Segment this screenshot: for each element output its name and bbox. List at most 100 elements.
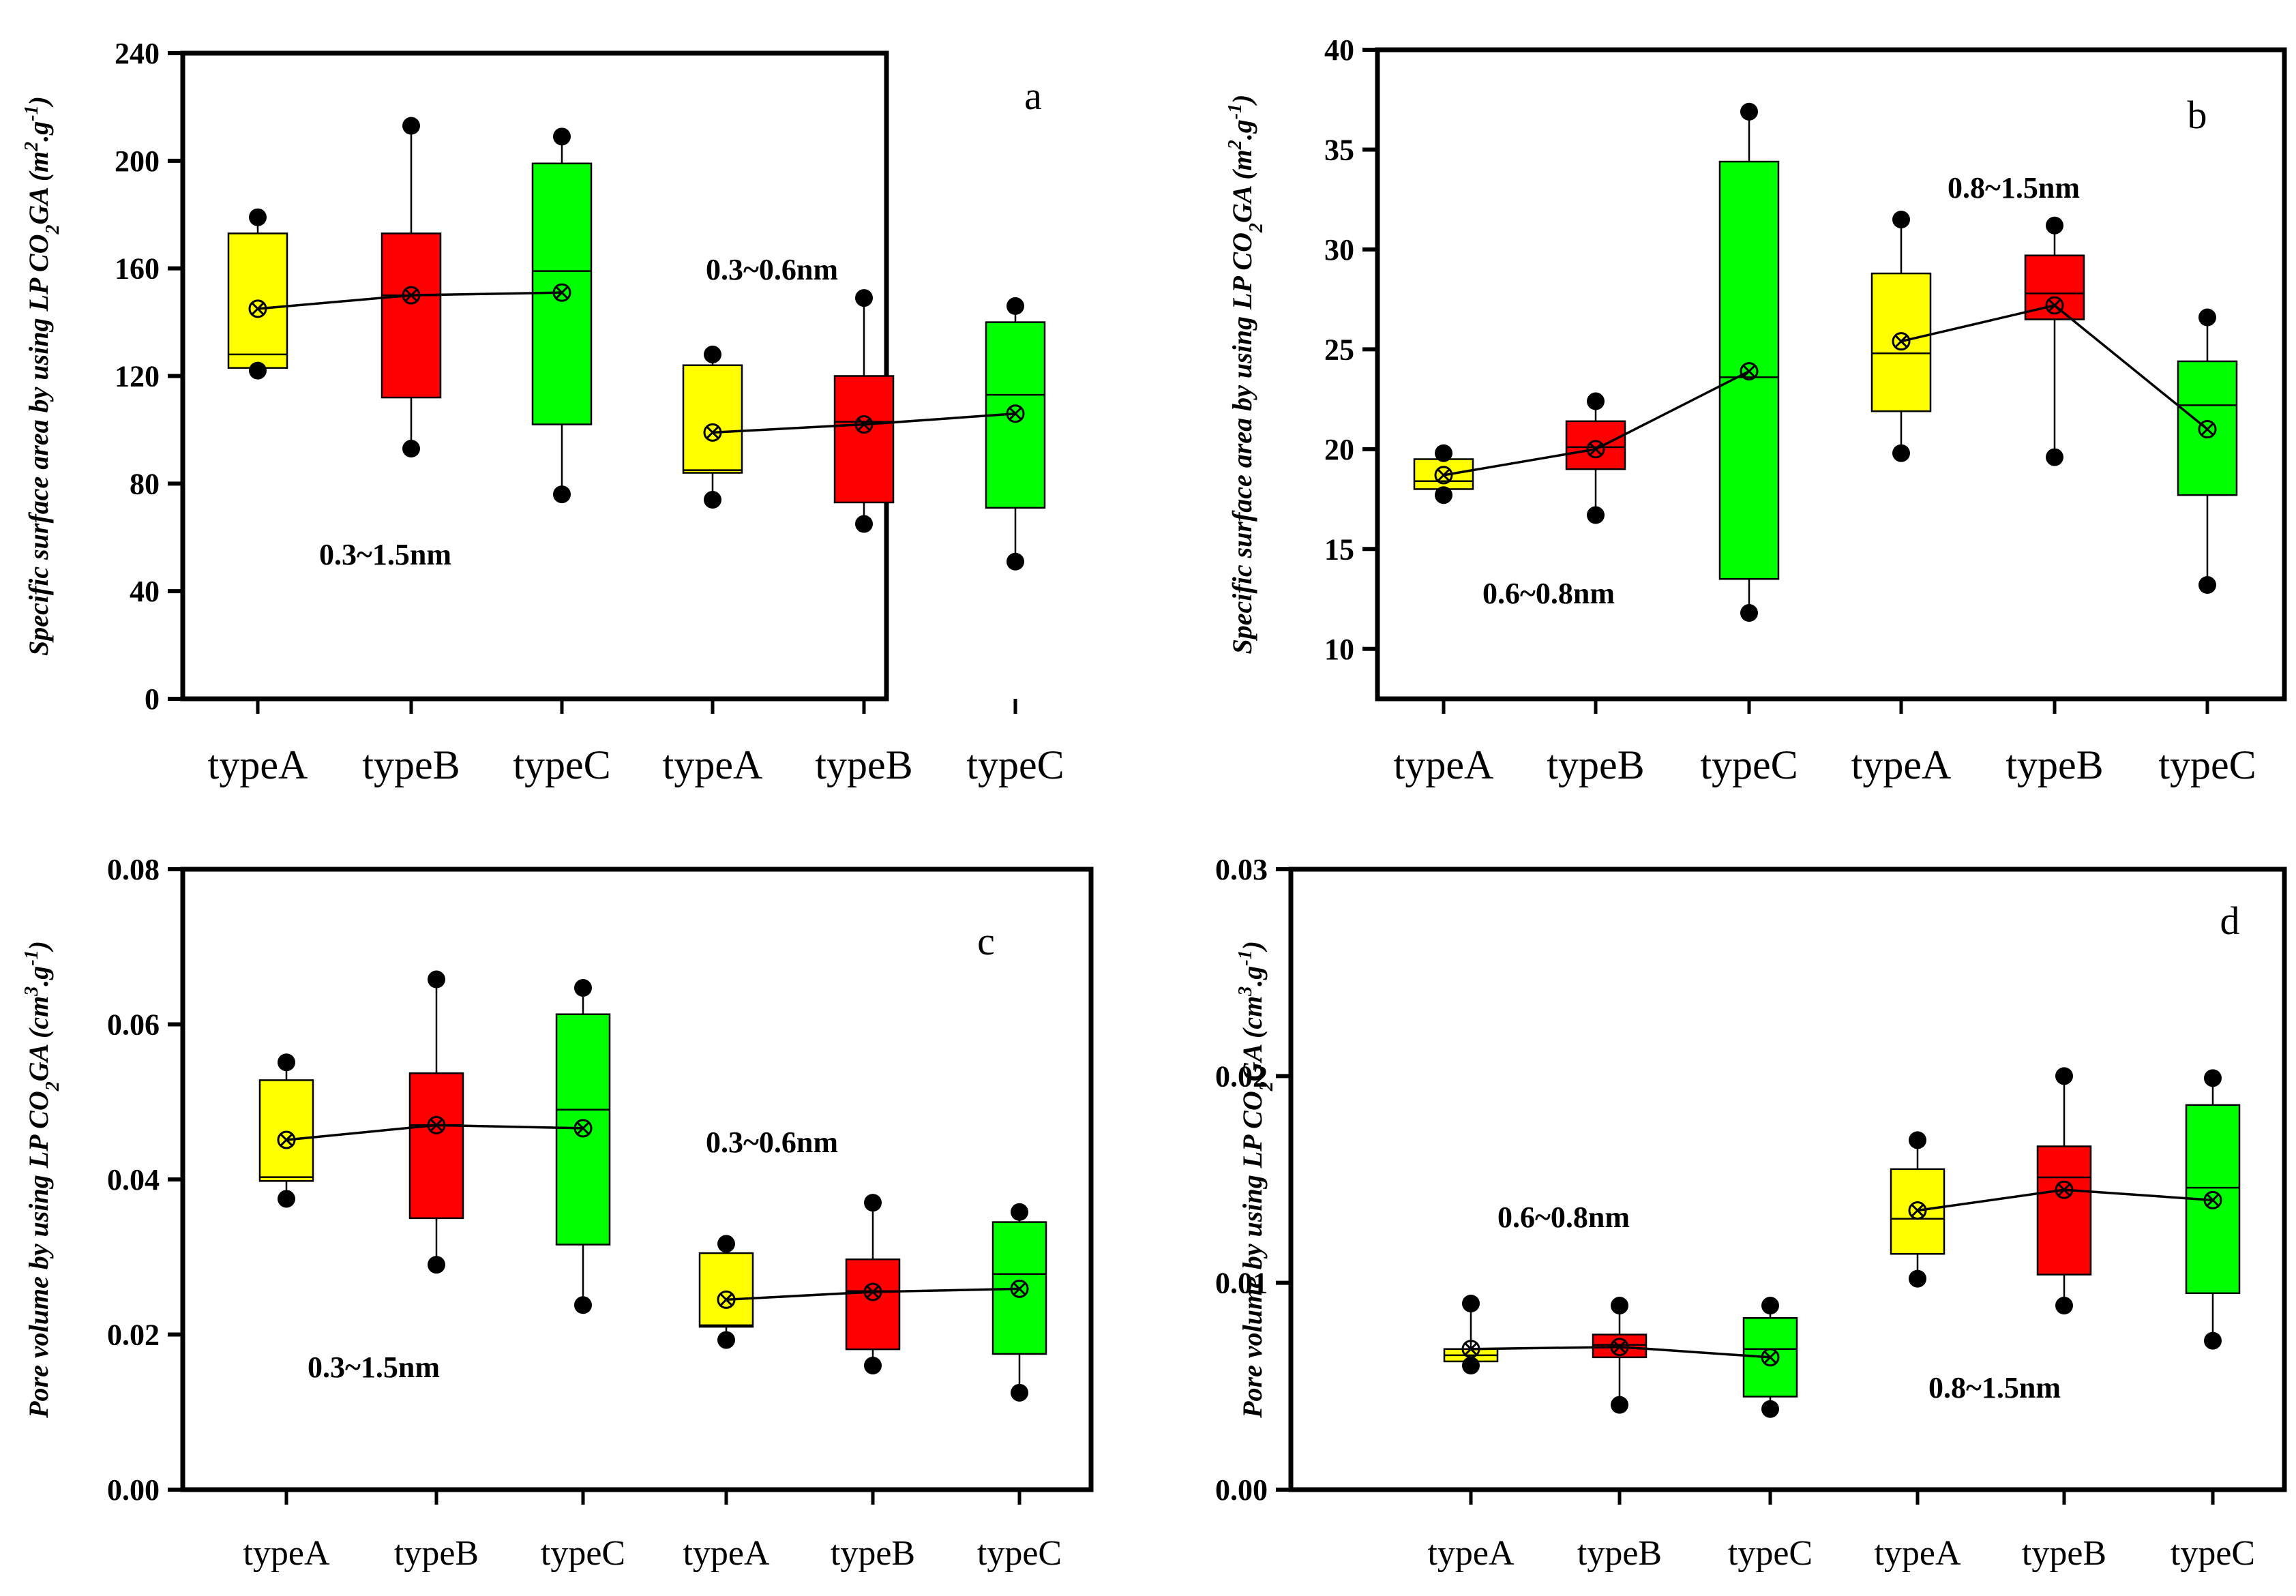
y-axis-label-part: 2	[1256, 1081, 1277, 1091]
box-1	[1443, 1295, 1499, 1374]
max-point	[1892, 210, 1910, 228]
min-point	[402, 440, 420, 458]
mean-line	[1470, 1345, 1771, 1359]
y-tick-label: 200	[115, 145, 160, 178]
category-label: typeA	[1851, 742, 1952, 787]
y-axis-label-part: GA (m	[1227, 149, 1257, 223]
min-point	[704, 491, 721, 509]
y-axis-label-part: 2	[21, 142, 42, 152]
group-label: 0.6~0.8nm	[1482, 577, 1615, 610]
category-label: typeA	[663, 742, 763, 787]
y-axis-label-part: .g	[1237, 966, 1268, 987]
y-tick-label: 120	[115, 360, 160, 393]
box-body	[408, 1072, 464, 1220]
min-point	[717, 1331, 735, 1349]
box-body	[845, 1258, 901, 1351]
max-point	[2055, 1067, 2073, 1085]
plot-frame	[1288, 867, 2287, 1492]
mean-circle	[1740, 362, 1759, 381]
category-label: typeA	[1874, 1534, 1961, 1573]
box-2	[408, 970, 464, 1274]
category-label: typeA	[208, 742, 308, 787]
group-label: 0.8~1.5nm	[1948, 171, 2080, 205]
y-tick-label: 10	[1324, 633, 1354, 666]
min-point	[249, 361, 267, 380]
max-point	[1909, 1131, 1926, 1149]
y-axis-label-part: -1	[1235, 950, 1256, 965]
y-tick-label: 0.03	[1215, 853, 1268, 886]
box-5	[833, 289, 895, 533]
min-point	[278, 1190, 295, 1208]
y-axis-label-part: .g	[23, 966, 54, 987]
box-6	[985, 297, 1046, 571]
box-5	[2024, 216, 2085, 466]
y-axis-label-part: )	[23, 96, 54, 107]
box-6	[992, 1203, 1047, 1402]
max-point	[1740, 102, 1758, 121]
y-tick-label: 0	[145, 682, 160, 716]
box-2	[1565, 392, 1626, 524]
max-point	[1435, 444, 1452, 462]
min-point	[1909, 1269, 1926, 1288]
y-axis-label-part: GA (cm	[1237, 996, 1268, 1082]
y-axis-label-part: 2	[42, 1081, 63, 1091]
min-point	[2046, 448, 2063, 466]
panel-letter: a	[1024, 74, 1042, 118]
y-axis-label-part: -1	[1225, 104, 1246, 119]
min-point	[1435, 486, 1452, 505]
y-tick-label: 35	[1324, 133, 1354, 166]
box-body	[682, 364, 743, 474]
category-label: typeB	[1547, 742, 1644, 787]
max-point	[2204, 1069, 2222, 1087]
y-axis-label-part: 2	[1246, 223, 1267, 233]
max-point	[704, 345, 721, 363]
mean-line	[1443, 370, 1750, 477]
max-point	[553, 127, 571, 146]
box-body	[381, 232, 442, 399]
y-axis-label-part: 3	[1235, 987, 1256, 997]
min-point	[1587, 506, 1605, 524]
category-label: typeC	[1728, 1534, 1813, 1573]
y-tick-label: 80	[130, 467, 160, 500]
min-point	[2198, 576, 2216, 594]
max-point	[1011, 1203, 1028, 1221]
y-axis-label-part: Pore volume by using LP CO	[23, 1091, 54, 1419]
min-point	[1011, 1383, 1028, 1402]
mean-circle	[1586, 440, 1605, 459]
max-point	[574, 979, 592, 997]
box-5	[2036, 1067, 2092, 1315]
category-label: typeC	[966, 742, 1064, 787]
min-point	[1007, 552, 1024, 571]
y-tick-label: 30	[1324, 233, 1354, 267]
max-point	[855, 289, 873, 307]
y-axis-label-part: )	[23, 941, 54, 952]
mean-circle	[1892, 332, 1911, 351]
y-axis-label-part: -1	[21, 950, 42, 965]
mean-line	[726, 1287, 1020, 1301]
max-point	[2198, 308, 2216, 327]
y-axis-label-part: Specific surface area by using LP CO	[1227, 232, 1257, 654]
min-point	[1611, 1396, 1628, 1414]
y-tick-label: 0.02	[1215, 1059, 1268, 1093]
category-label: typeB	[815, 742, 912, 787]
category-label: typeC	[513, 742, 610, 787]
category-label: typeC	[977, 1534, 1062, 1573]
box-4	[1890, 1131, 1945, 1288]
y-axis-label: Specific surface area by using LP CO2GA …	[1225, 95, 1267, 654]
y-tick-label: 160	[115, 252, 160, 286]
category-label: typeC	[2171, 1534, 2255, 1573]
mean-line	[257, 291, 563, 310]
y-tick-label: 0.04	[107, 1163, 160, 1196]
max-point	[1587, 392, 1605, 410]
panel-letter: b	[2188, 93, 2207, 137]
y-tick-label: 40	[1324, 33, 1354, 67]
category-label: typeB	[2006, 742, 2103, 787]
y-axis-label-part: 3	[21, 987, 42, 997]
min-point	[1462, 1357, 1480, 1374]
mean-line	[1900, 304, 2209, 430]
mean-circle	[2045, 296, 2064, 315]
y-axis-label-part: 2	[42, 224, 63, 235]
box-6	[2185, 1069, 2241, 1350]
box-1	[227, 208, 288, 380]
